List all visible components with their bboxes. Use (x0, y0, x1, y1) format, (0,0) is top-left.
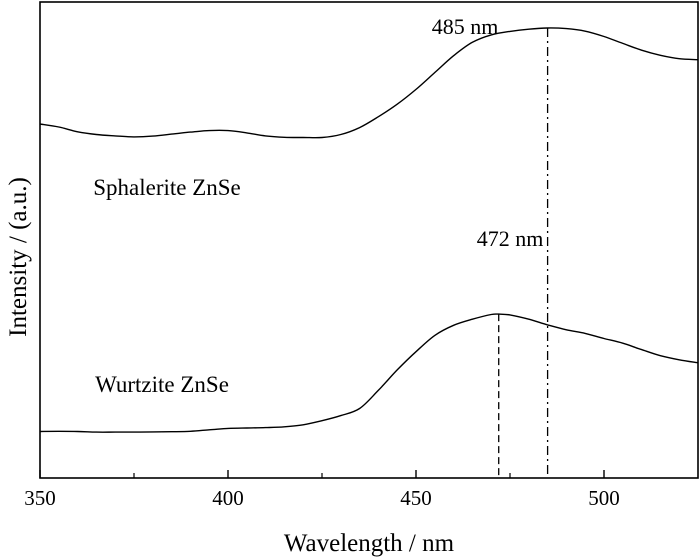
series-line (39, 27, 699, 139)
series-label: Wurtzite ZnSe (95, 372, 229, 397)
x-tick-label: 500 (588, 486, 620, 510)
peak-label: 472 nm (477, 226, 544, 251)
plot-frame (39, 1, 699, 479)
series-line (39, 313, 699, 433)
x-ticks: 350 400 450 500 (24, 470, 620, 510)
series-label: Sphalerite ZnSe (93, 175, 241, 200)
plot-lines (39, 27, 699, 433)
annotations: 485 nm Sphalerite ZnSe 472 nm Wurtzite ZnSe (93, 14, 549, 478)
x-tick-label: 400 (212, 486, 244, 510)
x-tick-label: 450 (400, 486, 432, 510)
y-axis-label: Intensity / (a.u.) (5, 177, 32, 337)
x-tick-label: 350 (24, 486, 56, 510)
peak-label: 485 nm (432, 14, 499, 39)
x-axis-label: Wavelength / nm (284, 530, 455, 557)
